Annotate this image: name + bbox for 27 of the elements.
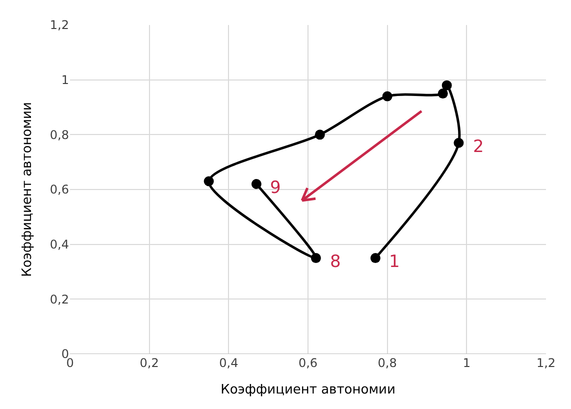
y-axis-title: Коэффициент автономии — [20, 102, 35, 277]
y-tick-label: 1 — [61, 73, 69, 88]
point — [454, 138, 464, 148]
y-tick-label: 1,2 — [50, 18, 69, 32]
x-tick-label: 0,4 — [219, 356, 238, 370]
point — [370, 253, 380, 264]
point — [438, 88, 448, 99]
annotation: 1 — [389, 252, 400, 272]
y-tick-label: 0,8 — [50, 128, 69, 142]
annotation: 8 — [330, 252, 341, 272]
y-tick-label: 0,4 — [50, 238, 69, 252]
x-tick-label: 1 — [462, 356, 470, 370]
point — [314, 130, 325, 140]
point — [310, 253, 321, 264]
point — [382, 91, 392, 102]
annotation: 2 — [473, 137, 484, 157]
x-tick-label: 0,2 — [140, 356, 159, 370]
y-tick-label: 0,6 — [50, 182, 69, 197]
point — [251, 179, 262, 190]
x-axis-title: Коэффициент автономии — [220, 382, 396, 398]
point — [442, 80, 452, 90]
x-tick-label: 0,6 — [298, 356, 318, 370]
x-tick-label: 1,2 — [536, 356, 556, 370]
x-tick-label: 0,8 — [378, 356, 397, 370]
y-tick-label: 0,2 — [50, 292, 69, 306]
annotation: 9 — [270, 178, 281, 198]
point — [204, 176, 214, 186]
